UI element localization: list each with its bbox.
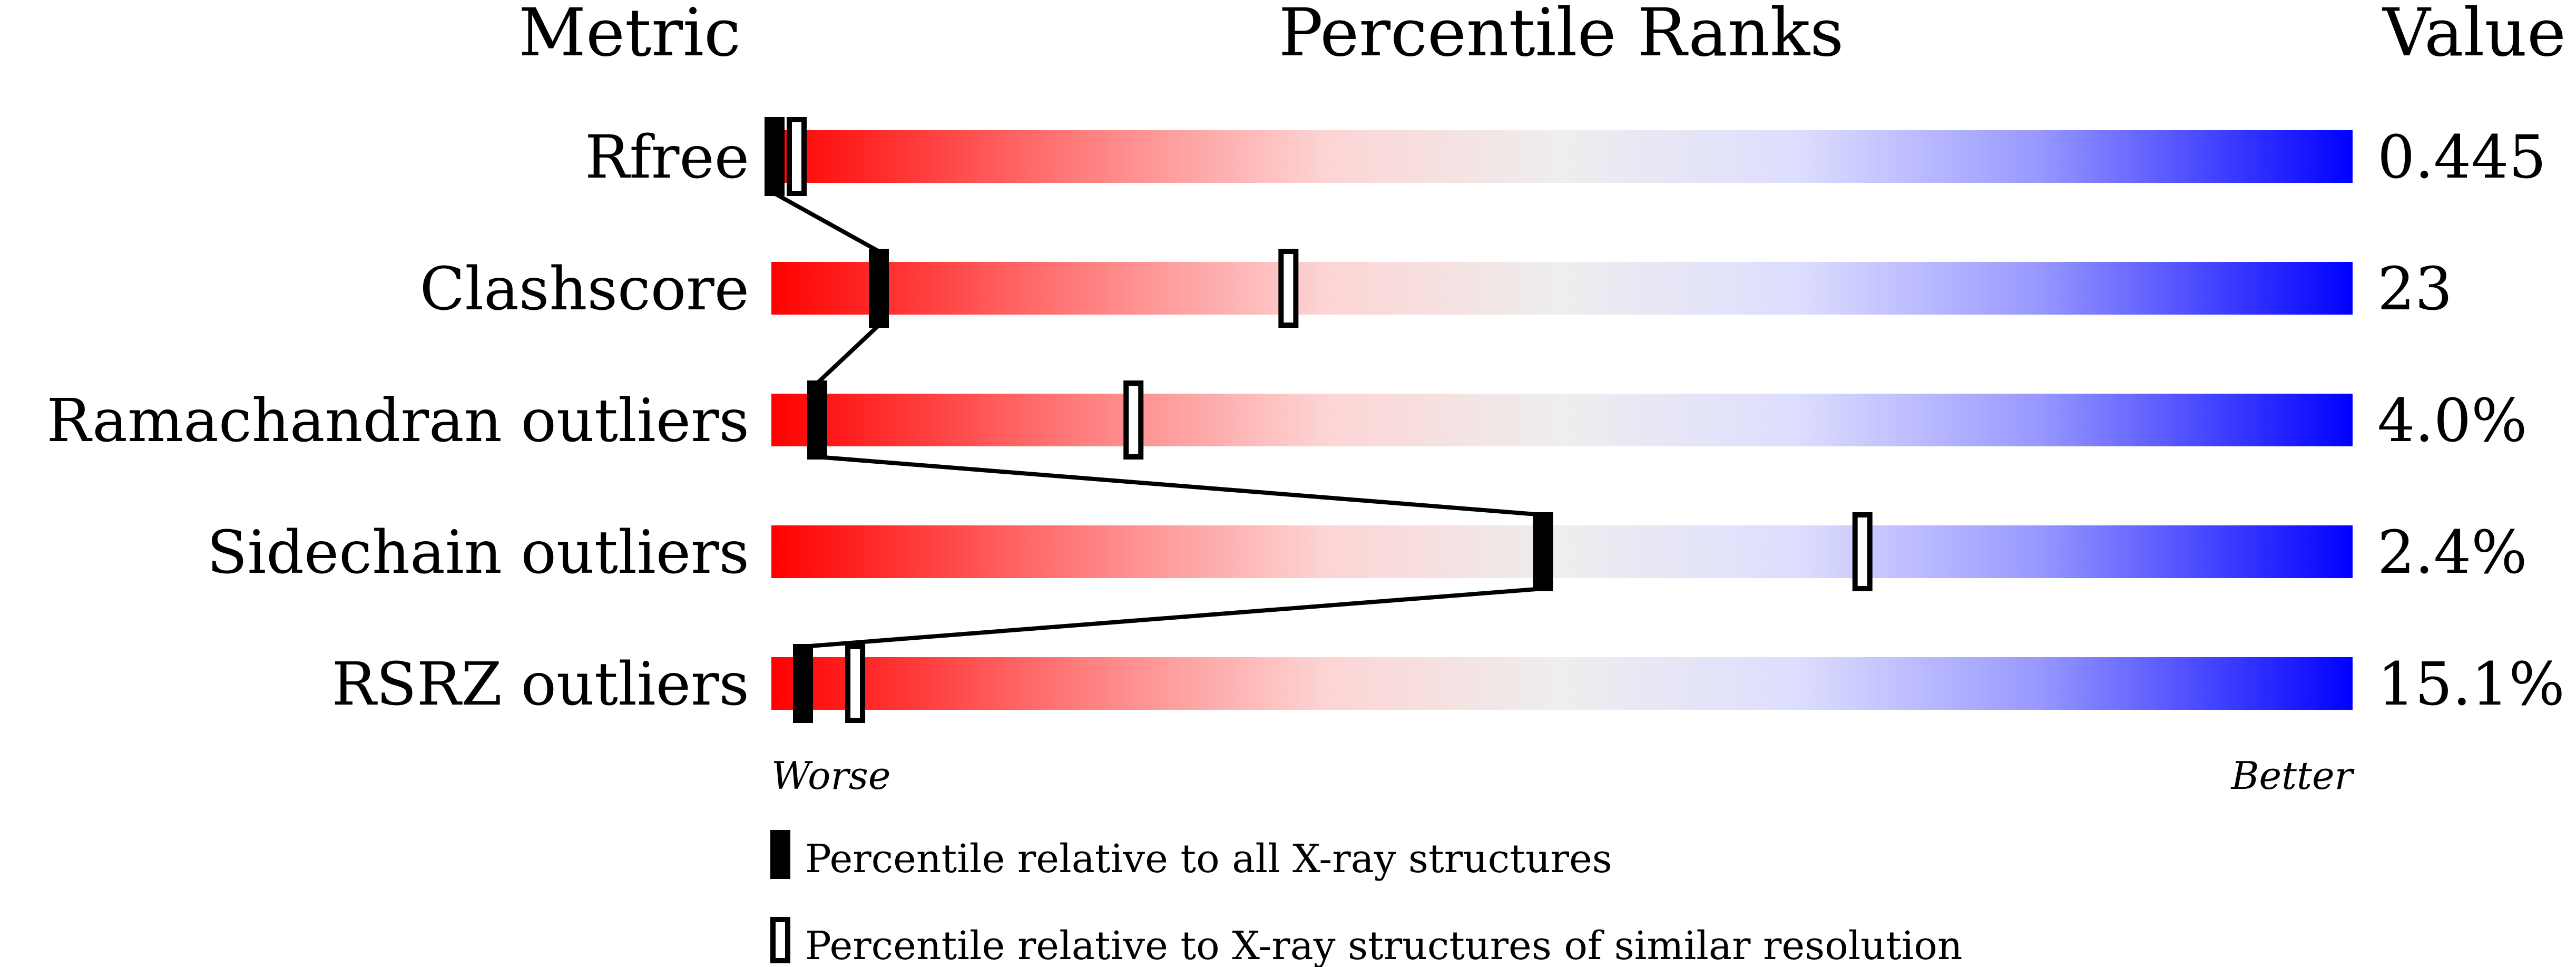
all-structures-marker xyxy=(765,117,785,196)
similar-resolution-marker xyxy=(1852,512,1873,591)
legend-filled-marker xyxy=(770,830,790,879)
percentile-bar xyxy=(771,525,2353,578)
legend-similar: Percentile relative to X-ray structures … xyxy=(805,923,1963,967)
connector-line xyxy=(802,587,1543,649)
axis-label-better: Better xyxy=(2230,754,2355,798)
legend-all: Percentile relative to all X-ray structu… xyxy=(805,836,1612,882)
header-percentile-ranks: Percentile Ranks xyxy=(1279,0,1844,71)
percentile-bar xyxy=(771,262,2353,315)
header-value: Value xyxy=(2382,0,2566,71)
metric-label: Clashscore xyxy=(420,255,749,324)
all-structures-marker xyxy=(793,644,814,723)
metric-value: 23 xyxy=(2377,255,2453,324)
metric-value: 4.0% xyxy=(2377,387,2528,455)
header-metric: Metric xyxy=(518,0,741,71)
metric-label: Ramachandran outliers xyxy=(46,387,749,455)
all-structures-marker xyxy=(869,249,889,328)
percentile-bar xyxy=(771,657,2353,710)
all-structures-marker xyxy=(807,380,828,460)
metric-value: 15.1% xyxy=(2377,650,2565,719)
similar-resolution-marker xyxy=(1278,249,1299,328)
percentile-bar xyxy=(771,394,2353,446)
similar-resolution-marker xyxy=(845,644,866,723)
all-structures-marker xyxy=(1533,512,1553,591)
legend-open-marker xyxy=(770,917,790,963)
connector-line xyxy=(773,191,880,253)
metric-value: 0.445 xyxy=(2377,123,2546,192)
metric-label: RSRZ outliers xyxy=(332,650,749,719)
similar-resolution-marker xyxy=(787,117,807,196)
connector-line xyxy=(817,455,1543,517)
axis-label-worse: Worse xyxy=(771,754,890,798)
percentile-bar xyxy=(771,130,2353,183)
metric-value: 2.4% xyxy=(2377,519,2528,587)
metric-label: Sidechain outliers xyxy=(207,519,749,587)
similar-resolution-marker xyxy=(1123,380,1144,460)
connector-line xyxy=(816,324,880,385)
metric-label: Rfree xyxy=(585,123,749,192)
